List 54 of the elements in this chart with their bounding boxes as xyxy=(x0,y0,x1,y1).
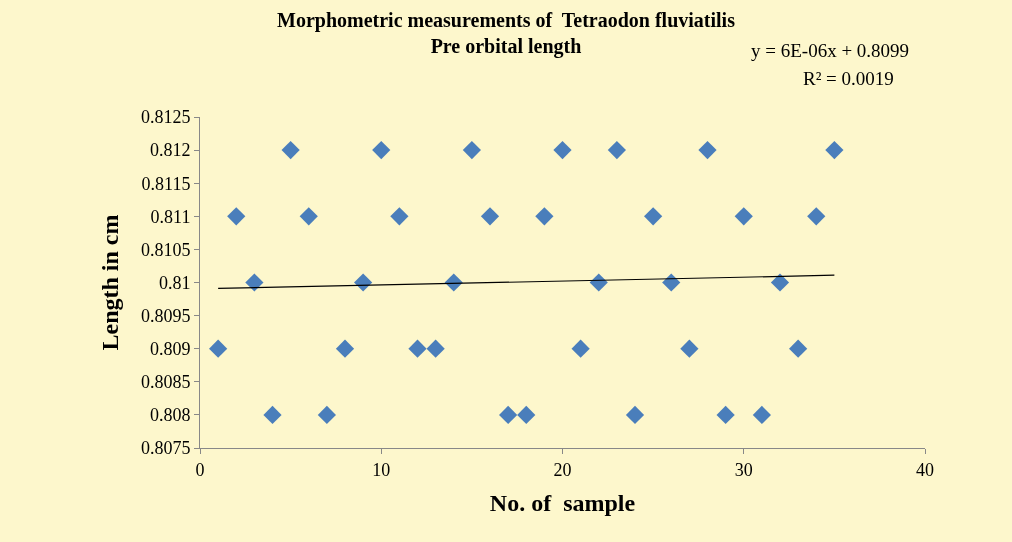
point xyxy=(281,141,300,160)
point xyxy=(426,339,445,358)
point xyxy=(408,339,427,358)
point xyxy=(644,207,663,226)
y-tick-label: 0.8105 xyxy=(140,239,191,260)
point xyxy=(698,141,717,160)
point xyxy=(462,141,481,160)
point xyxy=(571,339,590,358)
point xyxy=(716,405,735,424)
point xyxy=(680,339,699,358)
y-tick-label: 0.811 xyxy=(150,206,191,227)
point xyxy=(317,405,336,424)
y-tick-label: 0.809 xyxy=(149,339,191,359)
point xyxy=(752,405,771,424)
point xyxy=(517,405,536,424)
text: R² = 0.0019 xyxy=(803,68,894,89)
point xyxy=(607,141,626,160)
y-tick-label: 0.808 xyxy=(149,405,191,426)
y-tick-label: 0.8085 xyxy=(140,372,191,393)
x-tick-label: 0 xyxy=(195,459,205,480)
point xyxy=(354,273,373,292)
point xyxy=(372,141,391,160)
point xyxy=(209,339,228,358)
chart-title: Morphometric measurements of Tetraodon fluviatilis Pre orbital length xyxy=(277,9,736,59)
x-axis-title: No. of sample xyxy=(489,489,636,516)
y-tick-label: 0.81 xyxy=(158,272,191,293)
point xyxy=(625,405,645,424)
y-tick-label: 0.8075 xyxy=(140,438,191,459)
y-tick-label: 0.812 xyxy=(149,140,191,161)
x-tick-label: 10 xyxy=(372,459,391,480)
point xyxy=(770,273,790,292)
point xyxy=(480,207,500,226)
point xyxy=(734,207,753,226)
point xyxy=(227,207,246,226)
point xyxy=(499,405,518,424)
point xyxy=(825,141,844,160)
point xyxy=(535,207,554,226)
text: y = 6E-06x + 0.8099 xyxy=(751,40,910,61)
point xyxy=(553,141,572,160)
y-tick-label: 0.8115 xyxy=(141,173,191,194)
point xyxy=(335,339,355,358)
point xyxy=(263,405,282,424)
y-tick-label: 0.8095 xyxy=(140,305,191,326)
x-tick-label: 40 xyxy=(916,459,934,480)
y-tick-label: 0.8125 xyxy=(140,107,191,128)
x-tick-label: 30 xyxy=(734,459,753,480)
point xyxy=(807,207,826,226)
y-axis-title: Length in cm xyxy=(97,214,123,351)
point xyxy=(390,207,409,226)
point xyxy=(245,273,264,292)
x-tick-label: 20 xyxy=(553,459,572,480)
point xyxy=(299,207,318,226)
point xyxy=(789,339,808,358)
point xyxy=(662,273,681,292)
